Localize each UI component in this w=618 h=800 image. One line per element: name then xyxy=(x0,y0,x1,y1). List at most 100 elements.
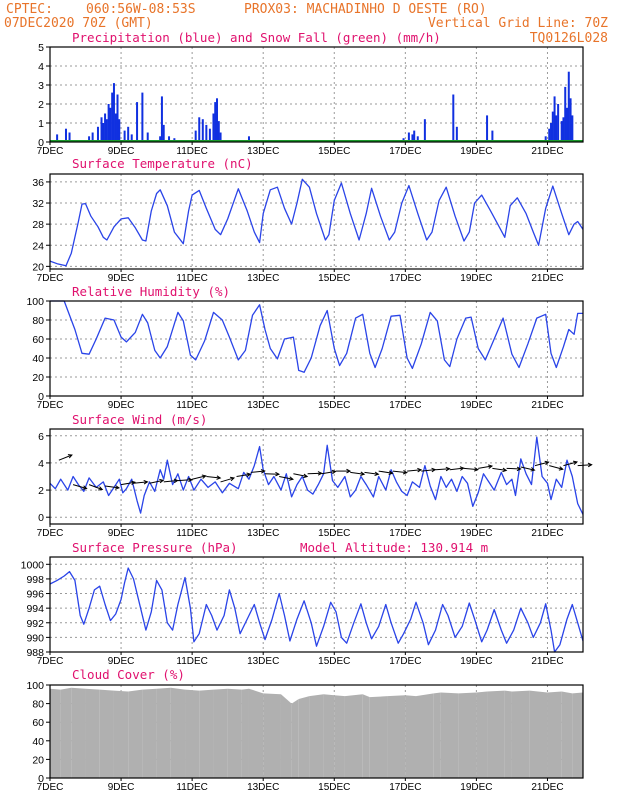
temperature-xtick-label: 7DEC xyxy=(37,273,64,284)
precip-bar xyxy=(567,71,570,142)
humidity-ytick-label: 100 xyxy=(26,296,44,308)
precip-bar xyxy=(114,113,117,142)
cloud-cover-area xyxy=(511,690,530,778)
cloud-xtick-label: 9DEC xyxy=(108,782,135,793)
cloud-cover-area xyxy=(50,688,61,778)
precip-bar xyxy=(452,94,455,142)
cloud-cover-area xyxy=(241,688,249,778)
pressure-ytick-label: 996 xyxy=(26,589,44,601)
cloud-cover-area xyxy=(185,689,200,778)
wind-vector-head xyxy=(115,485,121,490)
precip-xtick-label: 7DEC xyxy=(37,146,64,157)
humidity-ytick-label: 80 xyxy=(32,315,44,327)
cloud-ytick-label: 60 xyxy=(32,717,44,729)
humidity-xtick-label: 13DEC xyxy=(247,400,279,411)
cloud-ytick-label: 80 xyxy=(32,699,44,711)
temperature-title: Surface Temperature (nC) xyxy=(72,156,253,171)
temperature-xtick-label: 17DEC xyxy=(389,273,421,284)
wind-vector-head xyxy=(67,454,73,459)
precip-bar xyxy=(116,94,119,142)
precip-ytick-label: 1 xyxy=(38,118,44,130)
precip-bar xyxy=(88,136,91,142)
cloud-cover-area xyxy=(309,694,324,778)
wind-vector-head xyxy=(388,470,394,475)
cloud-cover-area xyxy=(227,688,242,778)
precip-bar xyxy=(557,104,560,142)
wind-vector-head xyxy=(417,467,423,473)
precip-bar xyxy=(159,136,162,142)
precip-bar xyxy=(105,119,108,142)
humidity-xtick-label: 19DEC xyxy=(460,400,492,411)
wind-vector-head xyxy=(260,469,266,474)
precip-ytick-label: 4 xyxy=(38,61,44,73)
cloud-xtick-label: 19DEC xyxy=(460,782,492,793)
precip-bar xyxy=(555,115,558,142)
cloud-cover-area xyxy=(85,688,100,778)
wind-vector-head xyxy=(445,466,451,472)
pressure-xtick-label: 15DEC xyxy=(318,656,350,667)
wind-vector xyxy=(293,473,308,478)
wind-xtick-label: 9DEC xyxy=(108,528,135,539)
precip-title: Precipitation (blue) and Snow Fall (gree… xyxy=(72,30,441,45)
wind-vector-head xyxy=(143,479,149,485)
humidity-xtick-label: 11DEC xyxy=(176,400,208,411)
wind-vector-head xyxy=(201,474,207,479)
wind-ytick-label: 2 xyxy=(38,485,44,497)
wind-vector xyxy=(378,470,393,474)
pressure-xtick-label: 13DEC xyxy=(247,656,279,667)
wind-title: Surface Wind (m/s) xyxy=(72,412,207,427)
header-grid-line: Vertical Grid Line: 70Z xyxy=(428,16,608,31)
wind-vector-head xyxy=(98,486,104,491)
wind-vector xyxy=(58,454,73,461)
wind-vector-head xyxy=(488,464,494,469)
wind-vector xyxy=(563,461,578,467)
temperature-frame xyxy=(49,173,584,270)
humidity-xtick-label: 9DEC xyxy=(108,400,135,411)
wind-vector-head xyxy=(346,468,352,474)
precip-bar xyxy=(100,117,103,142)
wind-xtick-label: 21DEC xyxy=(531,528,563,539)
precip-bar xyxy=(566,107,569,142)
cloud-cover-area xyxy=(142,688,157,778)
wind-xtick-label: 19DEC xyxy=(460,528,492,539)
cloud-cover-area xyxy=(156,687,171,778)
precip-ytick-label: 5 xyxy=(38,42,44,54)
precip-bar xyxy=(201,119,204,142)
pressure-xtick-label: 17DEC xyxy=(389,656,421,667)
wind-vector xyxy=(534,461,549,467)
precip-bar xyxy=(107,104,110,142)
pressure-ytick-label: 992 xyxy=(26,618,44,630)
precip-bar xyxy=(112,83,115,142)
cloud-cover-area xyxy=(128,689,143,778)
precip-bar xyxy=(569,98,572,142)
wind-vector-head xyxy=(530,467,536,472)
wind-vector xyxy=(392,470,407,474)
wind-vector xyxy=(177,479,192,482)
cloud-xtick-label: 17DEC xyxy=(389,782,421,793)
temperature-xtick-label: 19DEC xyxy=(460,273,492,284)
precip-bar xyxy=(194,130,197,142)
wind-vector xyxy=(250,470,265,473)
cloud-ytick-label: 100 xyxy=(26,680,44,692)
temperature-ytick-label: 20 xyxy=(32,261,44,273)
wind-vector-head xyxy=(246,472,252,477)
cloud-cover-area xyxy=(369,696,388,778)
temperature-xtick-label: 9DEC xyxy=(108,273,135,284)
wind-vector xyxy=(407,469,422,472)
wind-vector xyxy=(506,467,521,470)
wind-vector-head xyxy=(82,485,88,490)
precip-bar xyxy=(544,136,547,142)
wind-vector xyxy=(192,475,206,480)
precip-bar xyxy=(68,132,71,142)
cloud-cover-area xyxy=(415,693,434,778)
cloud-cover-area xyxy=(561,691,573,778)
precip-bar xyxy=(219,132,222,142)
precip-bar xyxy=(564,86,567,142)
cloud-cover-area xyxy=(280,694,292,778)
precip-xtick-label: 11DEC xyxy=(176,146,208,157)
header-source: CPTEC: xyxy=(6,2,53,17)
cloud-xtick-label: 11DEC xyxy=(176,782,208,793)
wind-line xyxy=(49,436,584,515)
precip-bar xyxy=(130,134,133,142)
wind-vector-head xyxy=(303,473,309,479)
